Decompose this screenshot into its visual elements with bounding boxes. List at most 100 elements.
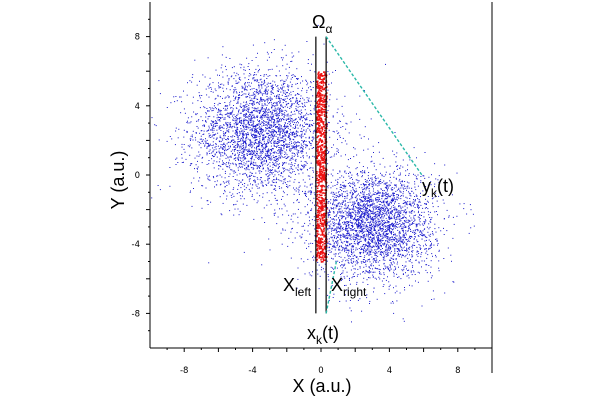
data-point	[191, 147, 193, 149]
data-point	[392, 205, 394, 206]
data-point	[291, 103, 293, 105]
data-point	[166, 107, 168, 108]
data-point	[366, 194, 368, 195]
data-point	[303, 116, 305, 118]
data-point	[215, 123, 217, 124]
data-point	[300, 116, 302, 118]
data-point	[268, 109, 270, 111]
data-point	[309, 156, 310, 158]
data-point	[312, 147, 314, 148]
data-point	[282, 110, 284, 112]
data-point	[281, 149, 283, 151]
data-point	[279, 137, 281, 139]
data-point	[302, 190, 303, 192]
data-point	[305, 118, 307, 120]
data-point	[406, 197, 408, 199]
data-point	[313, 113, 315, 115]
data-point	[226, 88, 228, 90]
data-point	[292, 132, 293, 134]
data-point	[212, 134, 214, 136]
data-point	[249, 129, 251, 131]
data-point	[214, 122, 216, 124]
data-point	[235, 165, 237, 167]
data-point	[243, 123, 245, 125]
data-point	[362, 189, 364, 191]
data-point	[379, 227, 381, 229]
data-point	[192, 139, 194, 141]
data-point	[294, 189, 296, 191]
data-point	[274, 95, 275, 97]
data-point	[275, 110, 277, 112]
data-point	[227, 81, 229, 83]
data-point	[275, 162, 277, 164]
data-point	[279, 208, 280, 210]
data-point	[235, 96, 237, 98]
data-point	[354, 272, 356, 274]
data-point	[387, 228, 389, 230]
data-point	[368, 195, 370, 197]
data-point	[263, 140, 265, 142]
data-point	[199, 107, 201, 109]
data-point	[245, 140, 247, 142]
data-point	[287, 131, 289, 132]
data-point	[380, 246, 382, 248]
data-point	[439, 191, 441, 193]
data-point	[285, 118, 287, 120]
data-point	[254, 129, 256, 131]
data-point	[390, 216, 392, 218]
data-point	[410, 236, 412, 238]
data-point	[377, 197, 379, 198]
data-point	[350, 236, 352, 238]
data-point	[235, 107, 237, 109]
data-point	[312, 169, 314, 171]
data-point	[243, 130, 245, 132]
data-point	[306, 101, 308, 103]
data-point	[314, 228, 316, 230]
data-point	[189, 146, 191, 148]
data-point	[332, 169, 334, 171]
data-point	[272, 172, 274, 173]
data-point	[207, 110, 209, 111]
data-point	[360, 227, 362, 229]
data-point	[271, 133, 273, 135]
data-point	[258, 187, 260, 189]
data-point	[220, 117, 222, 119]
data-point	[288, 156, 290, 158]
data-point	[371, 156, 372, 158]
data-point	[241, 195, 243, 197]
data-point	[287, 88, 289, 90]
data-point	[259, 131, 261, 133]
data-point	[435, 238, 436, 240]
data-point	[215, 69, 217, 71]
data-point	[368, 188, 370, 190]
data-point	[258, 149, 260, 151]
data-point	[368, 213, 370, 215]
data-point	[242, 164, 244, 166]
data-point	[237, 169, 239, 171]
data-point	[245, 93, 247, 95]
data-point	[428, 239, 430, 241]
data-point	[339, 120, 341, 122]
data-point	[294, 126, 296, 128]
data-point	[347, 244, 349, 246]
data-point	[273, 118, 275, 120]
data-point	[404, 205, 406, 207]
data-point	[289, 142, 290, 144]
data-point	[311, 191, 313, 193]
data-point	[369, 210, 370, 211]
data-point	[255, 127, 257, 129]
data-point	[282, 165, 283, 166]
data-point	[255, 57, 257, 58]
data-point	[212, 125, 214, 127]
data-point	[385, 205, 387, 207]
data-point	[341, 246, 343, 248]
data-point	[237, 97, 239, 99]
data-point	[169, 167, 171, 168]
data-point	[423, 186, 425, 187]
data-point	[356, 198, 358, 200]
data-point	[420, 231, 422, 233]
data-point	[275, 140, 277, 142]
data-point	[237, 122, 239, 124]
data-point	[257, 130, 258, 132]
data-point	[425, 252, 427, 254]
